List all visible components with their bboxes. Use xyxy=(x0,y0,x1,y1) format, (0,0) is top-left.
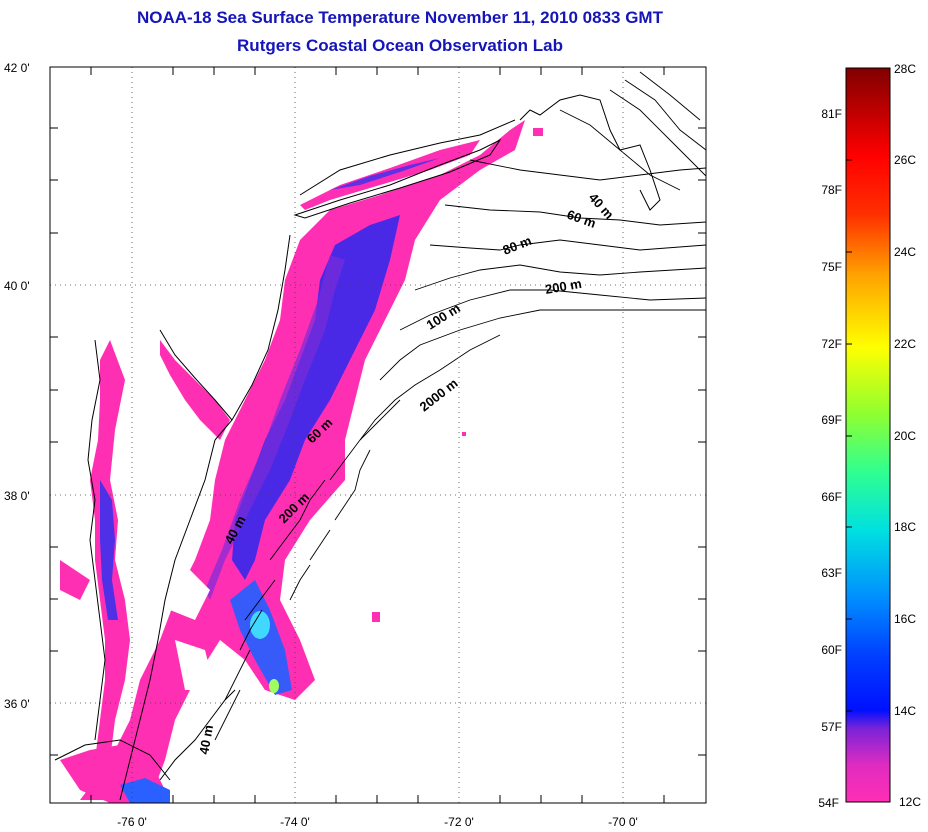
lat-tick-label: 36 0' xyxy=(4,697,30,711)
sst-clear-gap xyxy=(160,570,210,620)
contour-line xyxy=(334,449,371,521)
coast-ct xyxy=(299,119,516,196)
lon-tick-label: -70 0' xyxy=(608,815,638,829)
map-frame xyxy=(49,66,707,804)
sst-shelf-band xyxy=(80,120,525,800)
lon-tick-label: -76 0' xyxy=(117,815,147,829)
bathymetry-contours xyxy=(214,71,706,741)
sst-speck-b xyxy=(462,432,466,436)
contour-line xyxy=(309,529,331,561)
contour-line xyxy=(329,399,401,481)
lat-tick-label: 40 0' xyxy=(4,279,30,293)
coast-long-island xyxy=(293,138,502,219)
sst-cyan-spot xyxy=(250,611,270,639)
frame-ticks xyxy=(50,67,706,803)
contour-line xyxy=(429,239,706,251)
sst-sound-blue xyxy=(330,158,440,190)
contour-label: 40 m xyxy=(196,724,216,756)
lat-tick-label: 38 0' xyxy=(4,489,30,503)
sst-pamlico-blue xyxy=(120,778,170,803)
contour-line xyxy=(624,79,706,151)
contour-line xyxy=(359,334,501,441)
contour-label: 80 m xyxy=(501,233,534,258)
map-subtitle: Rutgers Coastal Ocean Observation Lab xyxy=(237,36,563,55)
sst-purple-mix xyxy=(205,255,345,600)
coast-delaware-bay xyxy=(159,329,233,421)
contour-line xyxy=(289,564,311,601)
sst-speck-c xyxy=(533,128,543,136)
coast-pamlico xyxy=(54,739,171,781)
contour-line xyxy=(609,89,706,177)
coast-chesapeake-west xyxy=(87,339,106,741)
contour-line xyxy=(214,689,241,741)
contour-line xyxy=(399,289,706,331)
contour-line xyxy=(379,309,706,381)
sst-clear-gap-2 xyxy=(175,640,215,690)
sst-water-shapes xyxy=(60,120,543,803)
map-title: NOAA-18 Sea Surface Temperature November… xyxy=(137,8,663,27)
coast-new-england xyxy=(519,94,661,211)
contour-line xyxy=(299,479,326,521)
lon-tick-label: -72 0' xyxy=(444,815,474,829)
contour-line xyxy=(244,579,276,621)
contour-line xyxy=(239,609,263,651)
coastline xyxy=(54,94,661,801)
sst-green-spot xyxy=(269,679,279,693)
contour-label: 2000 m xyxy=(417,375,461,414)
contour-label: 100 m xyxy=(424,300,463,332)
coast-outer-banks xyxy=(159,689,236,781)
contour-label: 60 m xyxy=(565,207,598,231)
sst-chesapeake-blue xyxy=(100,480,118,620)
contour-line xyxy=(639,71,701,121)
sst-speck-a xyxy=(372,612,380,622)
lon-tick-label: -74 0' xyxy=(280,815,310,829)
sst-delaware-bay xyxy=(160,340,230,440)
contour-label: 200 m xyxy=(544,276,583,297)
sst-blue-core xyxy=(232,215,400,580)
coast-delmarva xyxy=(119,439,216,801)
contour-line xyxy=(269,519,301,561)
contour-line xyxy=(224,649,251,701)
contour-line xyxy=(444,204,706,226)
contour-line xyxy=(414,264,706,291)
contour-line xyxy=(469,159,706,181)
lat-tick-label: 42 0' xyxy=(4,61,30,75)
sst-inland-bays xyxy=(60,560,90,600)
